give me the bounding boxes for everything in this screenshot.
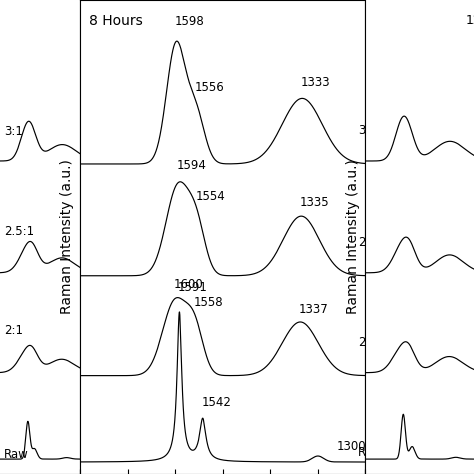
Text: 1556: 1556: [195, 81, 224, 94]
Text: 1600: 1600: [173, 278, 203, 291]
Text: 12: 12: [465, 14, 474, 27]
Text: 1300: 1300: [337, 440, 366, 453]
Text: 1337: 1337: [299, 303, 328, 316]
Text: 1558: 1558: [194, 296, 223, 310]
Text: 1333: 1333: [301, 76, 330, 90]
Text: 1598: 1598: [174, 15, 204, 28]
Text: 1542: 1542: [201, 396, 231, 409]
Y-axis label: Raman Intensity (a.u.): Raman Intensity (a.u.): [346, 160, 360, 314]
Text: 2.5:1: 2.5:1: [4, 225, 34, 237]
Text: 1591: 1591: [178, 281, 208, 294]
Text: 8 Hours: 8 Hours: [89, 14, 142, 28]
Text: 3:1: 3:1: [4, 125, 23, 137]
Text: Raw: Raw: [4, 448, 29, 461]
Text: 3:1: 3:1: [358, 124, 377, 137]
Text: 1335: 1335: [300, 196, 329, 209]
Text: 1594: 1594: [176, 159, 207, 173]
Text: 2:1: 2:1: [4, 324, 23, 337]
Text: Raw: Raw: [358, 446, 383, 459]
Text: 2.5:1: 2.5:1: [358, 236, 389, 249]
Text: 1554: 1554: [196, 191, 225, 203]
Text: 2:1: 2:1: [358, 336, 377, 349]
Y-axis label: Raman Intensity (a.u.): Raman Intensity (a.u.): [60, 160, 74, 314]
